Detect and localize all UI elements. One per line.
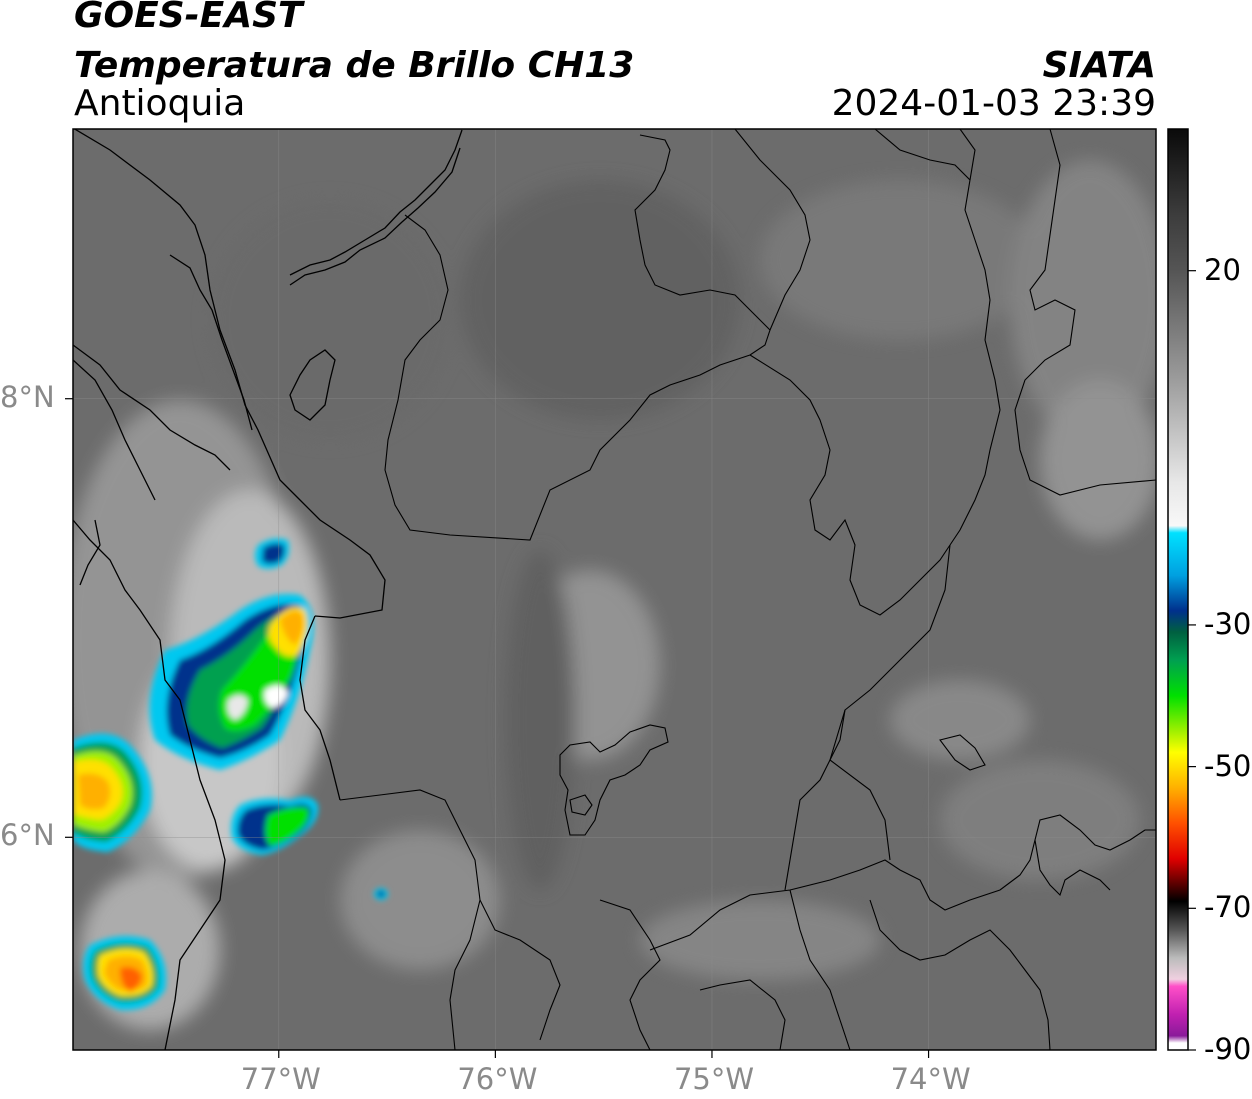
axis-ticks [65,398,930,1058]
admin-borders [339,129,1156,1050]
cell-uraba-large [149,594,314,770]
colorbar-ramp [1168,129,1188,1050]
graticule [73,129,1156,1050]
lon-tick-label: 75°W [673,1062,755,1096]
product-title: Temperatura de Brillo CH13 [74,45,635,86]
colorbar-tick-label: 20 [1204,252,1241,287]
colorbar-tick-label: -70 [1204,890,1252,925]
lon-tick-label: 74°W [890,1062,971,1096]
colorbar-frame [1167,128,1189,1051]
convective-cells [73,538,388,1011]
lon-tick-label: 77°W [240,1062,321,1096]
cell-choco-south [83,936,166,1011]
colorbar [1167,128,1196,1051]
map-frame [72,128,1157,1051]
lon-tick-label: 76°W [457,1062,538,1096]
map-area [73,129,1156,1050]
satellite-title: GOES-EAST [74,0,303,36]
coastline [73,129,463,1050]
agency-label: SIATA [1042,45,1156,86]
cell-small [374,888,388,900]
colorbar-tick-label: -50 [1204,748,1252,783]
colorbar-tick-label: -90 [1204,1032,1252,1066]
colorbar-tick-label: -30 [1204,606,1252,641]
colorbar-ticks [1188,270,1196,1051]
lat-tick-label: 8°N [0,379,55,414]
datetime-label: 2024-01-03 23:39 [831,83,1156,124]
region-label: Antioquia [74,83,246,124]
lat-tick-label: 6°N [0,818,55,853]
cell-central [231,796,319,855]
cell-choco-west [73,733,152,852]
